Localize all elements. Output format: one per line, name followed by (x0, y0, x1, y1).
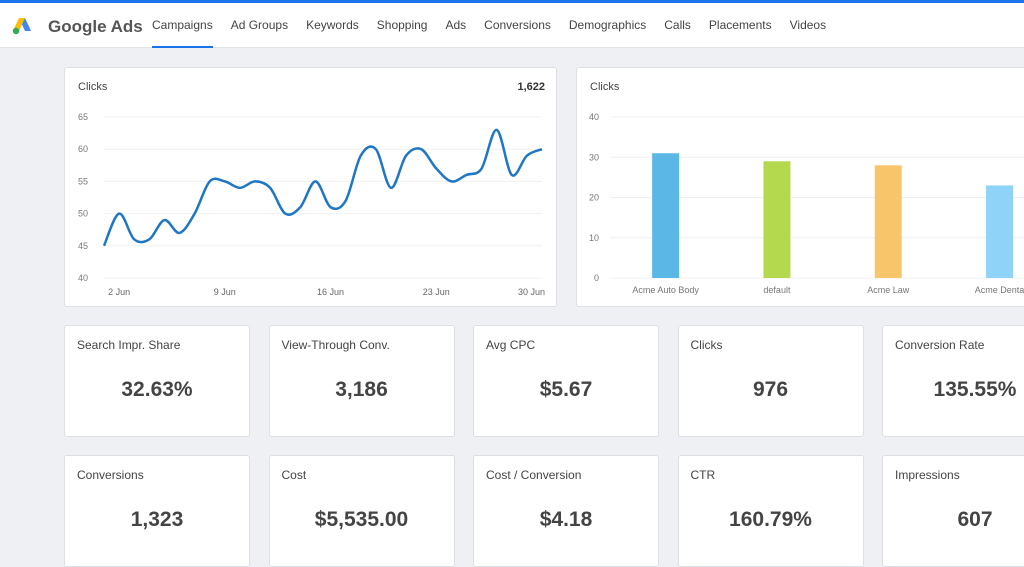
y-tick-label: 60 (78, 144, 88, 154)
kpi-value: 160.79% (729, 508, 812, 531)
bar (652, 153, 680, 278)
kpi-value: $5,535.00 (314, 508, 409, 531)
kpi-label: Cost (281, 468, 307, 482)
bar-chart-panel: Clicks 0 10 20 30 40 Acme Auto Body default Acme… (576, 67, 1024, 307)
nav-item[interactable]: Shopping (376, 18, 428, 32)
top-bar: Google Ads Campaigns Ad Groups Keywords Sho… (0, 0, 1024, 48)
logo[interactable] (12, 16, 32, 36)
nav-item[interactable]: Campaigns (152, 3, 213, 48)
kpi-card[interactable]: Conversions 1,323 (64, 455, 250, 567)
chart-title: Clicks (78, 81, 108, 93)
y-tick-label: 40 (78, 273, 88, 283)
bar-chart: Clicks 0 10 20 30 40 Acme Auto Body default Acme… (589, 81, 1024, 295)
brand-title[interactable]: Google Ads (48, 17, 143, 36)
kpi-card[interactable]: Clicks 976 (677, 325, 864, 437)
nav-item[interactable]: Keywords (306, 18, 359, 32)
kpi-label: Search Impr. Share (77, 338, 181, 352)
x-tick-label: 9 Jun (214, 287, 236, 297)
kpi-value: $5.67 (539, 378, 593, 401)
kpi-label: Avg CPC (486, 338, 536, 352)
y-tick-label: 50 (78, 209, 88, 219)
chart-total: 1,622 (517, 81, 545, 93)
bar (763, 161, 791, 278)
nav: Campaigns Ad Groups Keywords Shopping Ads Con… (152, 3, 826, 48)
y-tick-label: 65 (78, 112, 88, 122)
kpi-label: Clicks (690, 338, 723, 352)
nav-item[interactable]: Placements (708, 18, 772, 32)
kpi-label: View-Through Conv. (281, 338, 390, 352)
bar (986, 185, 1014, 278)
nav-item[interactable]: Videos (789, 18, 827, 32)
kpi-label: CTR (690, 468, 716, 482)
kpi-card[interactable]: Impressions 607 (882, 455, 1024, 567)
kpi-value: 32.63% (121, 378, 193, 401)
x-tick-label: Acme Denta (975, 285, 1024, 295)
nav-item[interactable]: Ads (445, 18, 467, 32)
y-tick-label: 30 (589, 152, 599, 162)
x-tick-label: 30 Jun (518, 287, 545, 297)
y-tick-label: 0 (594, 273, 599, 283)
kpi-card[interactable]: Cost $5,535.00 (268, 455, 455, 567)
y-tick-label: 40 (589, 112, 599, 122)
kpi-label: Conversions (77, 468, 144, 482)
y-tick-label: 45 (78, 241, 88, 251)
kpi-value: 976 (752, 378, 789, 401)
kpi-value: $4.18 (539, 508, 593, 531)
x-tick-label: Acme Auto Body (632, 285, 699, 295)
y-tick-label: 10 (589, 233, 599, 243)
kpi-card[interactable]: Search Impr. Share 32.63% (64, 325, 250, 437)
x-tick-label: 2 Jun (108, 287, 130, 297)
x-tick-label: 23 Jun (423, 287, 450, 297)
line-chart-panel: Clicks 1,622 40 45 50 55 60 65 2 Jun 9 Jun 16 Jun 2… (64, 67, 557, 307)
y-tick-label: 55 (78, 176, 88, 186)
bar (874, 165, 902, 278)
kpi-card[interactable]: Conversion Rate 135.55% (882, 325, 1024, 437)
kpi-card[interactable]: View-Through Conv. 3,186 (268, 325, 455, 437)
line-chart: Clicks 1,622 40 45 50 55 60 65 2 Jun 9 Jun 16 Jun 2… (78, 81, 545, 297)
kpi-value: 135.55% (933, 378, 1017, 401)
nav-item[interactable]: Calls (664, 18, 691, 32)
x-tick-label: Acme Law (867, 285, 910, 295)
kpi-value: 3,186 (335, 378, 388, 401)
nav-item[interactable]: Ad Groups (230, 18, 289, 32)
kpi-card[interactable]: CTR 160.79% (677, 455, 864, 567)
kpi-value: 607 (957, 508, 993, 531)
kpi-label: Impressions (895, 468, 960, 482)
kpi-label: Cost / Conversion (486, 468, 582, 482)
x-tick-label: 16 Jun (317, 287, 344, 297)
kpi-card[interactable]: Avg CPC $5.67 (473, 325, 659, 437)
chart-title: Clicks (590, 81, 620, 93)
line-series (102, 128, 543, 247)
x-tick-label: default (763, 285, 791, 295)
nav-item[interactable]: Conversions (484, 18, 551, 32)
nav-item[interactable]: Demographics (568, 18, 647, 32)
kpi-label: Conversion Rate (895, 338, 985, 352)
kpi-value: 1,323 (130, 508, 184, 531)
kpi-card[interactable]: Cost / Conversion $4.18 (473, 455, 659, 567)
y-tick-label: 20 (589, 193, 599, 203)
